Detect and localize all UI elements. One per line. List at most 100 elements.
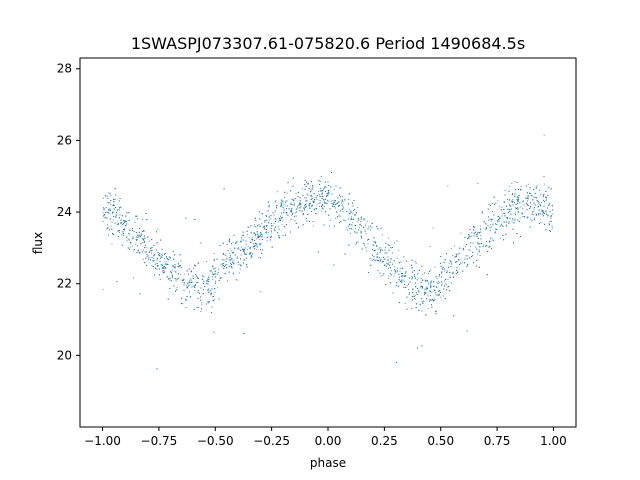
data-point <box>434 298 436 300</box>
data-point <box>352 222 354 224</box>
data-point <box>430 282 432 284</box>
data-point <box>514 181 516 183</box>
data-point <box>260 232 262 234</box>
data-point <box>497 216 499 217</box>
data-point <box>346 227 348 229</box>
data-point <box>494 223 496 225</box>
data-point <box>313 200 315 202</box>
data-point <box>329 219 331 221</box>
data-point <box>169 288 171 290</box>
data-point <box>492 239 494 241</box>
data-point <box>347 225 349 227</box>
data-point <box>311 211 313 212</box>
data-point <box>441 281 442 283</box>
data-point <box>422 279 423 281</box>
data-point <box>380 247 382 249</box>
data-point <box>310 190 312 192</box>
data-point <box>509 205 511 207</box>
data-point <box>348 198 350 200</box>
data-point <box>143 230 145 232</box>
data-point <box>340 221 342 222</box>
data-point <box>206 261 208 262</box>
data-point <box>125 221 127 223</box>
data-point <box>156 231 157 233</box>
data-point <box>420 281 422 283</box>
data-point <box>390 274 392 276</box>
data-point <box>253 246 254 248</box>
data-point <box>416 279 418 281</box>
data-point <box>318 203 320 205</box>
data-point <box>201 278 203 280</box>
data-point <box>194 285 196 286</box>
data-point <box>211 306 213 308</box>
data-point <box>434 289 436 291</box>
data-point <box>324 201 325 203</box>
data-point <box>376 256 378 258</box>
data-point <box>290 202 292 204</box>
data-point <box>262 249 263 251</box>
data-point <box>403 275 405 277</box>
data-point <box>344 220 346 222</box>
data-point <box>166 258 168 259</box>
data-point <box>522 200 524 202</box>
data-point <box>390 258 392 260</box>
data-point <box>477 183 479 184</box>
data-point <box>272 212 274 214</box>
data-point <box>547 214 549 216</box>
data-point <box>355 228 356 229</box>
data-point <box>188 268 190 270</box>
data-point <box>456 261 458 263</box>
data-point <box>495 228 497 230</box>
data-point <box>232 261 234 263</box>
data-point <box>400 280 402 282</box>
data-point <box>153 260 155 262</box>
data-point <box>341 209 343 210</box>
data-point <box>113 215 115 217</box>
data-point <box>159 268 160 270</box>
data-point <box>266 225 268 227</box>
data-point <box>371 223 373 224</box>
data-point <box>319 195 320 197</box>
data-point <box>257 225 258 227</box>
data-point <box>349 213 351 215</box>
data-point <box>352 202 353 204</box>
data-point <box>118 223 120 225</box>
data-point <box>175 271 177 273</box>
data-point <box>179 265 181 267</box>
data-point <box>473 235 475 237</box>
data-point <box>516 199 518 201</box>
data-point <box>435 310 437 312</box>
data-point <box>268 216 270 218</box>
data-point <box>146 255 148 257</box>
data-point <box>398 249 400 251</box>
data-point <box>150 248 152 250</box>
data-point <box>414 277 416 279</box>
data-point <box>259 244 261 246</box>
data-point <box>529 208 531 210</box>
data-point <box>517 200 519 202</box>
data-point <box>179 254 181 256</box>
data-point <box>385 284 387 285</box>
data-point <box>122 223 124 225</box>
data-point <box>327 199 329 201</box>
data-point <box>283 204 285 205</box>
data-point <box>452 272 454 274</box>
data-point <box>525 197 527 199</box>
data-point <box>107 198 109 200</box>
data-point <box>396 282 398 284</box>
data-point <box>341 202 343 204</box>
data-point <box>319 202 321 204</box>
data-point <box>367 243 369 245</box>
data-point <box>108 229 110 231</box>
data-point <box>223 253 224 254</box>
data-point <box>119 197 121 199</box>
data-point <box>518 189 520 190</box>
data-point <box>162 272 164 274</box>
data-point <box>206 279 208 281</box>
data-point <box>247 226 249 228</box>
data-point <box>280 218 282 220</box>
data-point <box>551 204 553 206</box>
data-point <box>251 237 253 239</box>
data-point <box>269 239 271 241</box>
data-point <box>302 224 304 226</box>
